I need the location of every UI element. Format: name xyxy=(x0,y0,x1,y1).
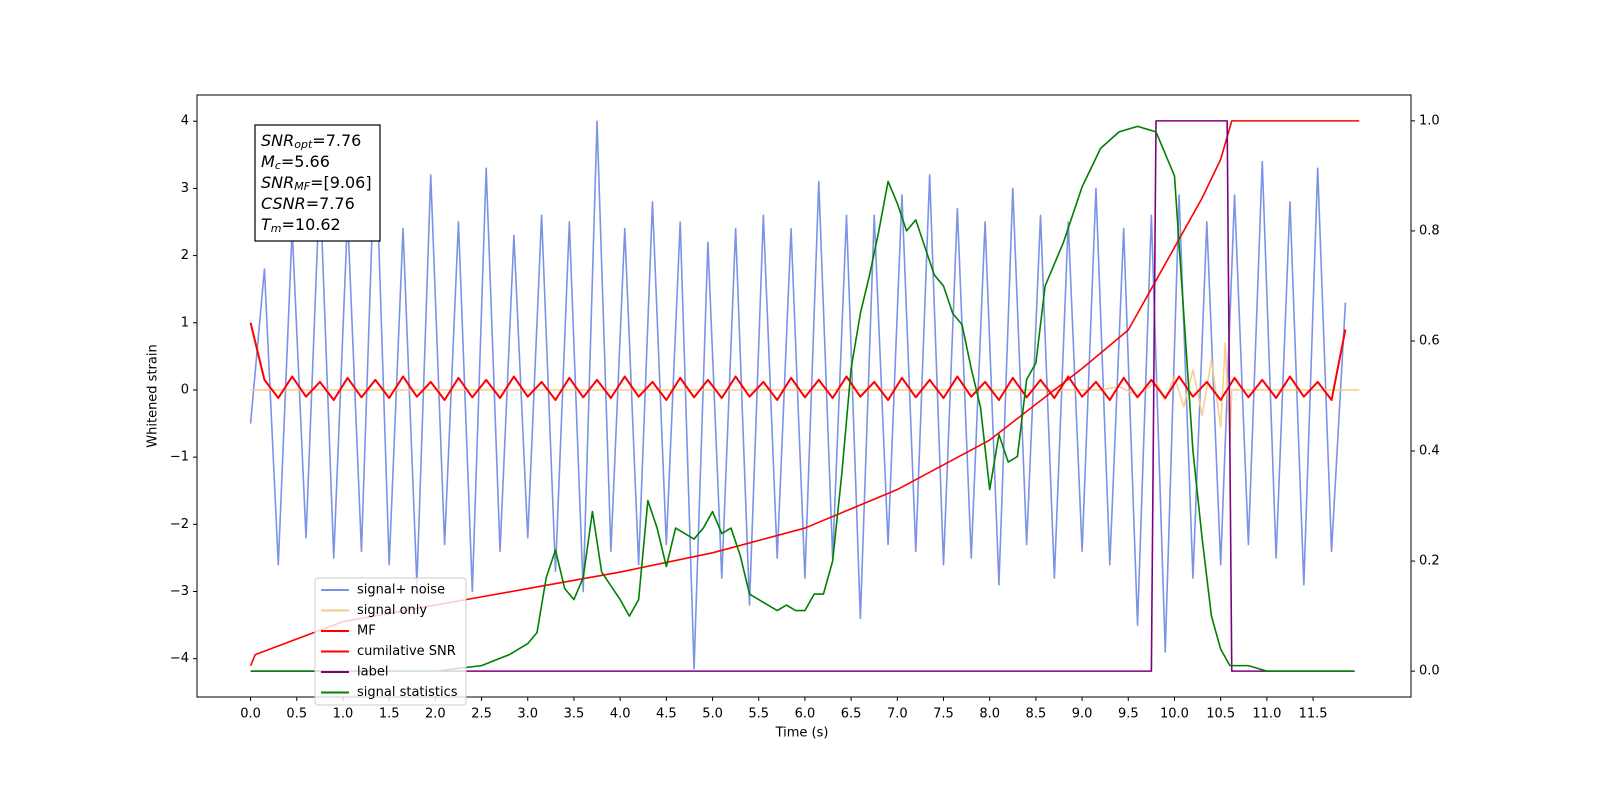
y-tick-label: 3 xyxy=(181,181,189,196)
annotation-symbol: CSNR xyxy=(261,194,306,213)
y-tick-label: 2 xyxy=(181,248,189,263)
y-tick-label: 1 xyxy=(181,315,189,330)
y-tick-label: −2 xyxy=(170,517,189,532)
series-line xyxy=(249,120,1347,670)
y-tick-label: −4 xyxy=(170,651,189,666)
annotation-subscript: m xyxy=(271,222,282,235)
annotation-symbol: SNR xyxy=(261,131,294,150)
x-tick-label: 9.5 xyxy=(1118,707,1139,722)
x-tick-label: 2.0 xyxy=(425,707,446,722)
y2-tick-label: 0.6 xyxy=(1419,333,1440,348)
y2-tick-label: 0.4 xyxy=(1419,444,1440,459)
x-tick-label: 3.0 xyxy=(517,707,538,722)
x-tick-label: 9.0 xyxy=(1072,707,1093,722)
series-line xyxy=(250,125,1355,672)
x-tick-label: 0.5 xyxy=(286,707,307,722)
annotation-box xyxy=(254,124,381,242)
legend-label: MF xyxy=(357,624,376,639)
x-tick-label: 7.5 xyxy=(933,707,954,722)
plot-frame xyxy=(196,94,1412,698)
x-tick-label: 4.5 xyxy=(656,707,677,722)
annotation-line: SNRopt=7.76 xyxy=(261,131,361,152)
y-tick-label: −3 xyxy=(170,584,189,599)
legend-label: signal only xyxy=(357,603,427,618)
x-tick-label: 0.0 xyxy=(240,707,261,722)
x-tick-label: 8.0 xyxy=(979,707,1000,722)
legend-label: cumilative SNR xyxy=(357,644,456,659)
y2-tick-label: 0.8 xyxy=(1419,223,1440,238)
y-tick-label: 4 xyxy=(181,114,189,129)
annotation-line: CSNR=7.76 xyxy=(261,194,355,213)
legend-box xyxy=(314,577,467,706)
annotation-line: SNRMF=[9.06] xyxy=(261,173,372,194)
x-tick-label: 11.5 xyxy=(1299,707,1328,722)
annotation-value: =10.62 xyxy=(282,215,341,234)
y2-tick-label: 0.2 xyxy=(1419,554,1440,569)
legend-label: signal+ noise xyxy=(357,583,445,598)
y-tick-label: −1 xyxy=(170,450,189,465)
annotation-symbol: M xyxy=(261,152,275,171)
y-tick-label: 0 xyxy=(181,382,189,397)
series-line xyxy=(250,342,1360,445)
x-tick-label: 5.5 xyxy=(748,707,769,722)
annotation-line: Tm=10.62 xyxy=(261,215,341,236)
annotation-subscript: opt xyxy=(294,138,313,151)
legend-label: signal statistics xyxy=(357,685,458,700)
x-tick-label: 11.0 xyxy=(1252,707,1281,722)
series-line xyxy=(250,120,1355,672)
y2-tick-label: 0.0 xyxy=(1419,664,1440,679)
legend-label: label xyxy=(357,665,388,680)
x-tick-label: 5.0 xyxy=(702,707,723,722)
x-tick-label: 10.5 xyxy=(1206,707,1235,722)
y2-tick-label: 1.0 xyxy=(1419,113,1440,128)
annotation-symbol: T xyxy=(261,215,272,234)
annotation-value: =7.76 xyxy=(312,131,361,150)
annotation-line: Mc=5.66 xyxy=(261,152,330,173)
x-tick-label: 6.5 xyxy=(841,707,862,722)
x-tick-label: 3.5 xyxy=(564,707,585,722)
x-tick-label: 1.0 xyxy=(333,707,354,722)
annotation-value: =[9.06] xyxy=(310,173,372,192)
annotation-symbol: SNR xyxy=(261,173,294,192)
x-tick-label: 7.0 xyxy=(887,707,908,722)
x-tick-label: 6.0 xyxy=(795,707,816,722)
x-tick-label: 4.0 xyxy=(610,707,631,722)
annotation-value: =7.76 xyxy=(306,194,355,213)
series-line xyxy=(249,322,1347,402)
x-tick-label: 8.5 xyxy=(1026,707,1047,722)
y-axis-label: Whitened strain xyxy=(146,344,161,447)
annotation-subscript: MF xyxy=(294,180,310,193)
x-tick-label: 1.5 xyxy=(379,707,400,722)
x-tick-label: 10.0 xyxy=(1160,707,1189,722)
annotation-value: =5.66 xyxy=(281,152,330,171)
x-tick-label: 2.5 xyxy=(471,707,492,722)
annotation-subscript: c xyxy=(275,159,281,172)
x-axis-label: Time (s) xyxy=(775,726,829,741)
